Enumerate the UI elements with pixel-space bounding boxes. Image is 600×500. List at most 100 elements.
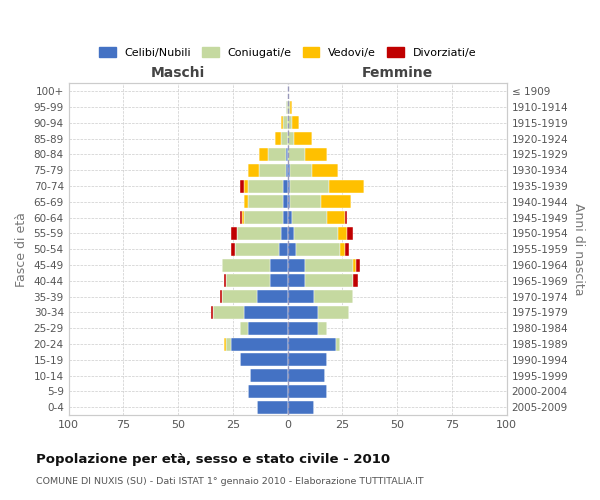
Bar	[287, 180, 290, 192]
Bar	[296, 243, 340, 256]
Bar	[340, 243, 344, 256]
Bar	[222, 258, 270, 272]
Bar	[259, 148, 268, 161]
Bar	[244, 196, 248, 208]
Bar	[211, 306, 213, 319]
Bar	[248, 322, 287, 334]
Bar	[248, 180, 283, 192]
Bar	[281, 132, 287, 145]
Bar	[239, 180, 244, 192]
Bar	[287, 116, 292, 130]
Bar	[320, 196, 351, 208]
Bar	[287, 306, 319, 319]
Bar	[344, 243, 349, 256]
Bar	[257, 290, 287, 303]
Bar	[338, 227, 347, 240]
Bar	[353, 258, 356, 272]
Bar	[248, 385, 287, 398]
Bar	[287, 338, 336, 350]
Bar	[224, 274, 226, 287]
Bar	[244, 180, 248, 192]
Bar	[287, 243, 296, 256]
Bar	[275, 132, 281, 145]
Bar	[226, 338, 231, 350]
Bar	[290, 100, 292, 114]
Bar	[244, 211, 283, 224]
Bar	[287, 274, 305, 287]
Bar	[336, 338, 340, 350]
Bar	[305, 258, 353, 272]
Bar	[286, 164, 287, 176]
Bar	[287, 258, 305, 272]
Bar	[270, 274, 287, 287]
Bar	[287, 290, 314, 303]
Bar	[242, 211, 244, 224]
Bar	[356, 258, 360, 272]
Bar	[283, 116, 287, 130]
Bar	[231, 338, 287, 350]
Text: Femmine: Femmine	[362, 66, 433, 80]
Bar	[231, 243, 235, 256]
Bar	[239, 322, 248, 334]
Bar	[294, 132, 312, 145]
Bar	[231, 227, 238, 240]
Bar	[224, 338, 226, 350]
Bar	[248, 196, 283, 208]
Y-axis label: Fasce di età: Fasce di età	[15, 212, 28, 286]
Text: COMUNE DI NUXIS (SU) - Dati ISTAT 1° gennaio 2010 - Elaborazione TUTTITALIA.IT: COMUNE DI NUXIS (SU) - Dati ISTAT 1° gen…	[36, 478, 424, 486]
Bar	[283, 211, 287, 224]
Bar	[213, 306, 244, 319]
Bar	[344, 211, 347, 224]
Bar	[305, 148, 327, 161]
Bar	[292, 211, 327, 224]
Bar	[226, 274, 270, 287]
Bar	[286, 148, 287, 161]
Y-axis label: Anni di nascita: Anni di nascita	[572, 203, 585, 296]
Bar	[250, 369, 287, 382]
Bar	[347, 227, 353, 240]
Bar	[283, 180, 287, 192]
Bar	[287, 211, 292, 224]
Bar	[257, 401, 287, 413]
Bar	[287, 354, 327, 366]
Bar	[287, 100, 290, 114]
Bar	[279, 243, 287, 256]
Bar	[294, 227, 338, 240]
Bar	[290, 180, 329, 192]
Bar	[238, 227, 281, 240]
Bar	[305, 274, 353, 287]
Bar	[281, 116, 283, 130]
Bar	[353, 274, 358, 287]
Bar	[287, 164, 290, 176]
Bar	[314, 290, 353, 303]
Bar	[287, 196, 290, 208]
Bar	[244, 306, 287, 319]
Bar	[287, 401, 314, 413]
Bar	[287, 148, 305, 161]
Bar	[287, 322, 319, 334]
Bar	[248, 164, 259, 176]
Bar	[287, 369, 325, 382]
Text: Popolazione per età, sesso e stato civile - 2010: Popolazione per età, sesso e stato civil…	[36, 452, 390, 466]
Bar	[287, 227, 294, 240]
Bar	[287, 385, 327, 398]
Bar	[319, 306, 349, 319]
Bar	[319, 322, 327, 334]
Text: Maschi: Maschi	[151, 66, 205, 80]
Bar	[270, 258, 287, 272]
Bar	[259, 164, 286, 176]
Legend: Celibi/Nubili, Coniugati/e, Vedovi/e, Divorziati/e: Celibi/Nubili, Coniugati/e, Vedovi/e, Di…	[94, 42, 481, 62]
Bar	[283, 196, 287, 208]
Bar	[268, 148, 286, 161]
Bar	[239, 211, 242, 224]
Bar	[239, 354, 287, 366]
Bar	[312, 164, 338, 176]
Bar	[281, 227, 287, 240]
Bar	[290, 164, 312, 176]
Bar	[290, 196, 320, 208]
Bar	[222, 290, 257, 303]
Bar	[235, 243, 279, 256]
Bar	[220, 290, 222, 303]
Bar	[327, 211, 344, 224]
Bar	[287, 132, 294, 145]
